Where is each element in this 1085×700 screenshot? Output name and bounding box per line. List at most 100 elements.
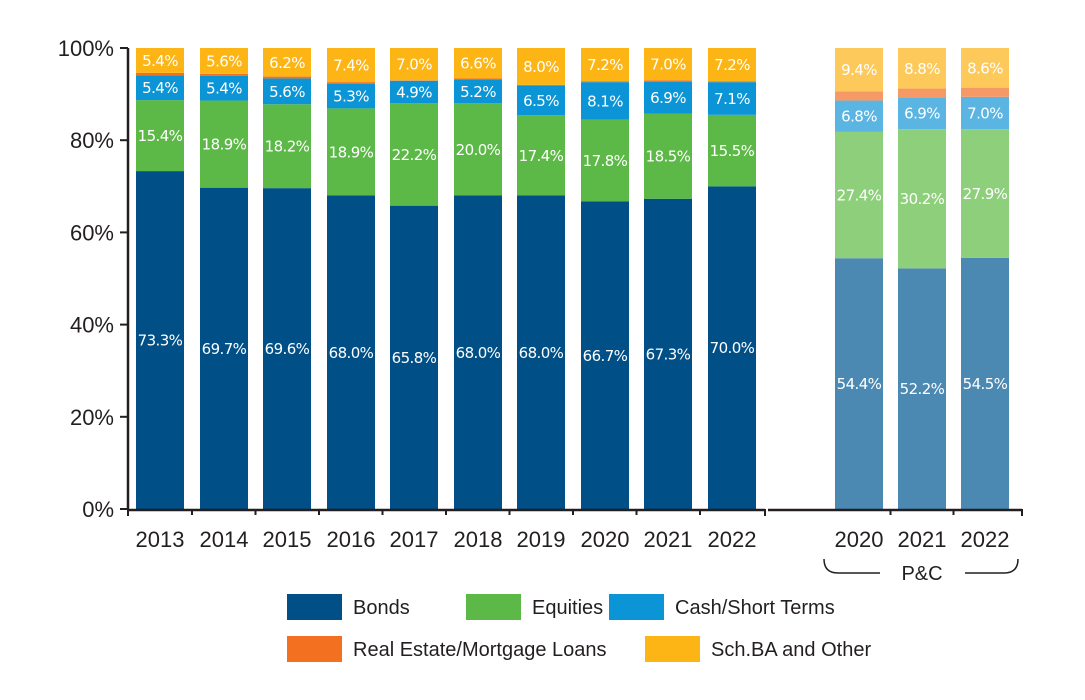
data-label: 5.6% <box>269 83 305 101</box>
data-label: 5.3% <box>333 88 369 106</box>
x-tick-label: 2020 <box>581 527 630 552</box>
bar-segment-equities <box>200 100 248 188</box>
bar-segment-bonds <box>263 188 311 510</box>
bar-segment-sch-ba-and-other <box>708 48 756 82</box>
bar-segment-equities <box>581 119 629 202</box>
legend-label: Equities <box>532 597 603 619</box>
data-label: 7.2% <box>587 56 623 74</box>
bar-segment-sch-ba-and-other <box>454 48 502 79</box>
x-tick-label: 2021 <box>898 527 947 552</box>
x-axis: 2013 2014 2015 2016 2017 2018 2019 2020 2021 2022… <box>127 508 1023 552</box>
data-label: 54.5% <box>963 375 1008 393</box>
x-tick-label: 2017 <box>390 527 439 552</box>
bar-segment-cash-short-terms <box>390 80 438 104</box>
data-label: 7.2% <box>714 56 750 74</box>
bar-segment-equities <box>644 113 692 199</box>
bars <box>136 48 1009 510</box>
data-label: 68.0% <box>456 344 501 362</box>
bar-segment-real-estate-mortgage-loans <box>644 80 692 82</box>
data-label: 18.9% <box>329 143 374 161</box>
data-label: 7.0% <box>967 105 1003 123</box>
bar-segment-cash-short-terms <box>454 79 502 104</box>
y-tick-label: 40% <box>70 313 114 338</box>
legend-swatch <box>466 594 521 620</box>
y-tick-label: 0% <box>82 497 114 522</box>
legend-item-cash-short-terms: Cash/Short Terms <box>609 594 835 620</box>
data-label: 9.4% <box>841 61 877 79</box>
bar-segment-cash-short-terms <box>517 85 565 116</box>
legend-item-sch-ba-and-other: Sch.BA and Other <box>645 636 871 662</box>
bar-segment-bonds <box>200 187 248 510</box>
bar-segment-real-estate-mortgage-loans <box>327 82 375 84</box>
data-label: 5.4% <box>142 52 178 70</box>
bar-segment-bonds <box>961 257 1009 509</box>
bar-segment-real-estate-mortgage-loans <box>835 91 883 101</box>
data-label: 70.0% <box>710 339 755 357</box>
bar-segment-equities <box>835 131 883 259</box>
bar-segment-real-estate-mortgage-loans <box>708 81 756 83</box>
bar-segment-cash-short-terms <box>581 82 629 120</box>
x-tick-label: 2022 <box>961 527 1010 552</box>
bar-segment-sch-ba-and-other <box>263 48 311 77</box>
data-label: 73.3% <box>138 332 183 350</box>
y-tick-label: 80% <box>70 128 114 153</box>
data-label: 4.9% <box>396 84 432 102</box>
legend-label: Real Estate/Mortgage Loans <box>353 639 607 661</box>
bar-segment-bonds <box>644 198 692 509</box>
bar-segment-cash-short-terms <box>263 78 311 105</box>
bar-segment-sch-ba-and-other <box>327 48 375 83</box>
bar-segment-bonds <box>517 195 565 509</box>
data-label: 5.6% <box>206 52 242 70</box>
x-tick-label: 2019 <box>517 527 566 552</box>
bar-segment-bonds <box>581 201 629 509</box>
data-label: 18.2% <box>265 138 310 156</box>
bar-segment-bonds <box>136 171 184 509</box>
bar-segment-real-estate-mortgage-loans <box>263 76 311 79</box>
bar-segment-cash-short-terms <box>835 100 883 132</box>
bar-segment-real-estate-mortgage-loans <box>898 88 946 98</box>
legend-swatch <box>287 594 342 620</box>
legend-swatch <box>609 594 664 620</box>
group-bracket: P&C <box>823 558 1019 585</box>
bar-segment-equities <box>263 104 311 189</box>
data-label: 6.9% <box>904 105 940 123</box>
x-tick-label: 2020 <box>835 527 884 552</box>
bar-segment-sch-ba-and-other <box>961 48 1009 88</box>
y-tick-label: 60% <box>70 220 114 245</box>
data-label: 68.0% <box>329 344 374 362</box>
data-label: 27.9% <box>963 185 1008 203</box>
legend-item-real-estate-mortgage-loans: Real Estate/Mortgage Loans <box>287 636 607 662</box>
bar-segment-cash-short-terms <box>327 83 375 109</box>
data-label: 6.9% <box>650 89 686 107</box>
data-label: 18.5% <box>646 148 691 166</box>
data-label: 5.4% <box>206 80 242 98</box>
data-label: 68.0% <box>519 344 564 362</box>
data-label: 5.2% <box>460 83 496 101</box>
data-label: 66.7% <box>583 347 628 365</box>
bar-segment-cash-short-terms <box>136 75 184 101</box>
data-label: 6.2% <box>269 54 305 72</box>
bar-segment-sch-ba-and-other <box>898 48 946 89</box>
bar-segment-bonds <box>898 268 946 509</box>
data-label: 7.4% <box>333 57 369 75</box>
bar-segment-real-estate-mortgage-loans <box>581 81 629 83</box>
bar-segment-equities <box>327 108 375 196</box>
bar-segment-sch-ba-and-other <box>390 48 438 81</box>
bar-segment-bonds <box>327 195 375 509</box>
y-axis: 0% 20% 40% 60% 80% 100% <box>58 36 130 522</box>
bar-segment-equities <box>454 103 502 196</box>
legend: Bonds Equities Cash/Short Terms Real Estate… <box>287 594 871 662</box>
legend-label: Bonds <box>353 597 410 619</box>
legend-item-equities: Equities <box>466 594 603 620</box>
bar-segment-bonds <box>454 195 502 509</box>
data-label: 52.2% <box>900 380 945 398</box>
data-label: 7.0% <box>650 56 686 74</box>
data-label: 69.7% <box>202 340 247 358</box>
bar-segment-bonds <box>708 186 756 510</box>
bar-segment-equities <box>961 129 1009 258</box>
data-label: 6.5% <box>523 92 559 110</box>
x-tick-label: 2016 <box>327 527 376 552</box>
bar-segment-real-estate-mortgage-loans <box>136 72 184 76</box>
bar-segment-sch-ba-and-other <box>136 48 184 73</box>
